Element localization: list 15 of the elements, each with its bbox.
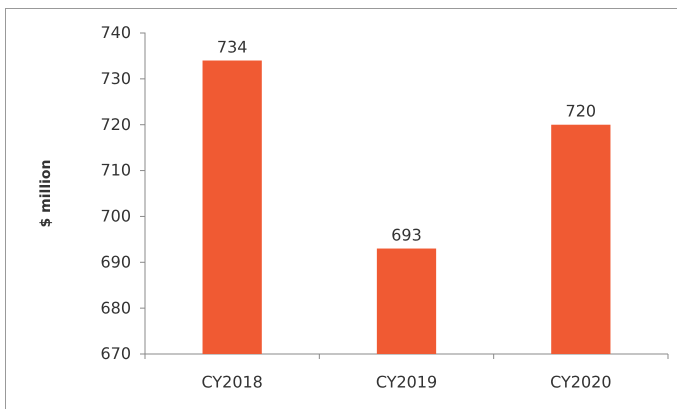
y-tick-label: 730	[100, 68, 131, 88]
y-tick-label: 720	[100, 114, 131, 134]
y-tick-label: 710	[100, 160, 131, 180]
y-tick-label: 700	[100, 206, 131, 226]
x-tick-label: CY2020	[550, 372, 612, 392]
x-tick-label: CY2019	[376, 372, 438, 392]
x-tick-label: CY2018	[201, 372, 263, 392]
y-tick-label: 670	[100, 344, 131, 364]
y-tick-label: 690	[100, 252, 131, 272]
data-label: 720	[566, 102, 596, 121]
y-axis-title: $ million	[38, 160, 54, 228]
data-label: 693	[391, 226, 422, 245]
y-tick-label: 740	[100, 23, 131, 42]
y-tick-label: 680	[100, 298, 131, 318]
data-label: 734	[216, 38, 248, 57]
